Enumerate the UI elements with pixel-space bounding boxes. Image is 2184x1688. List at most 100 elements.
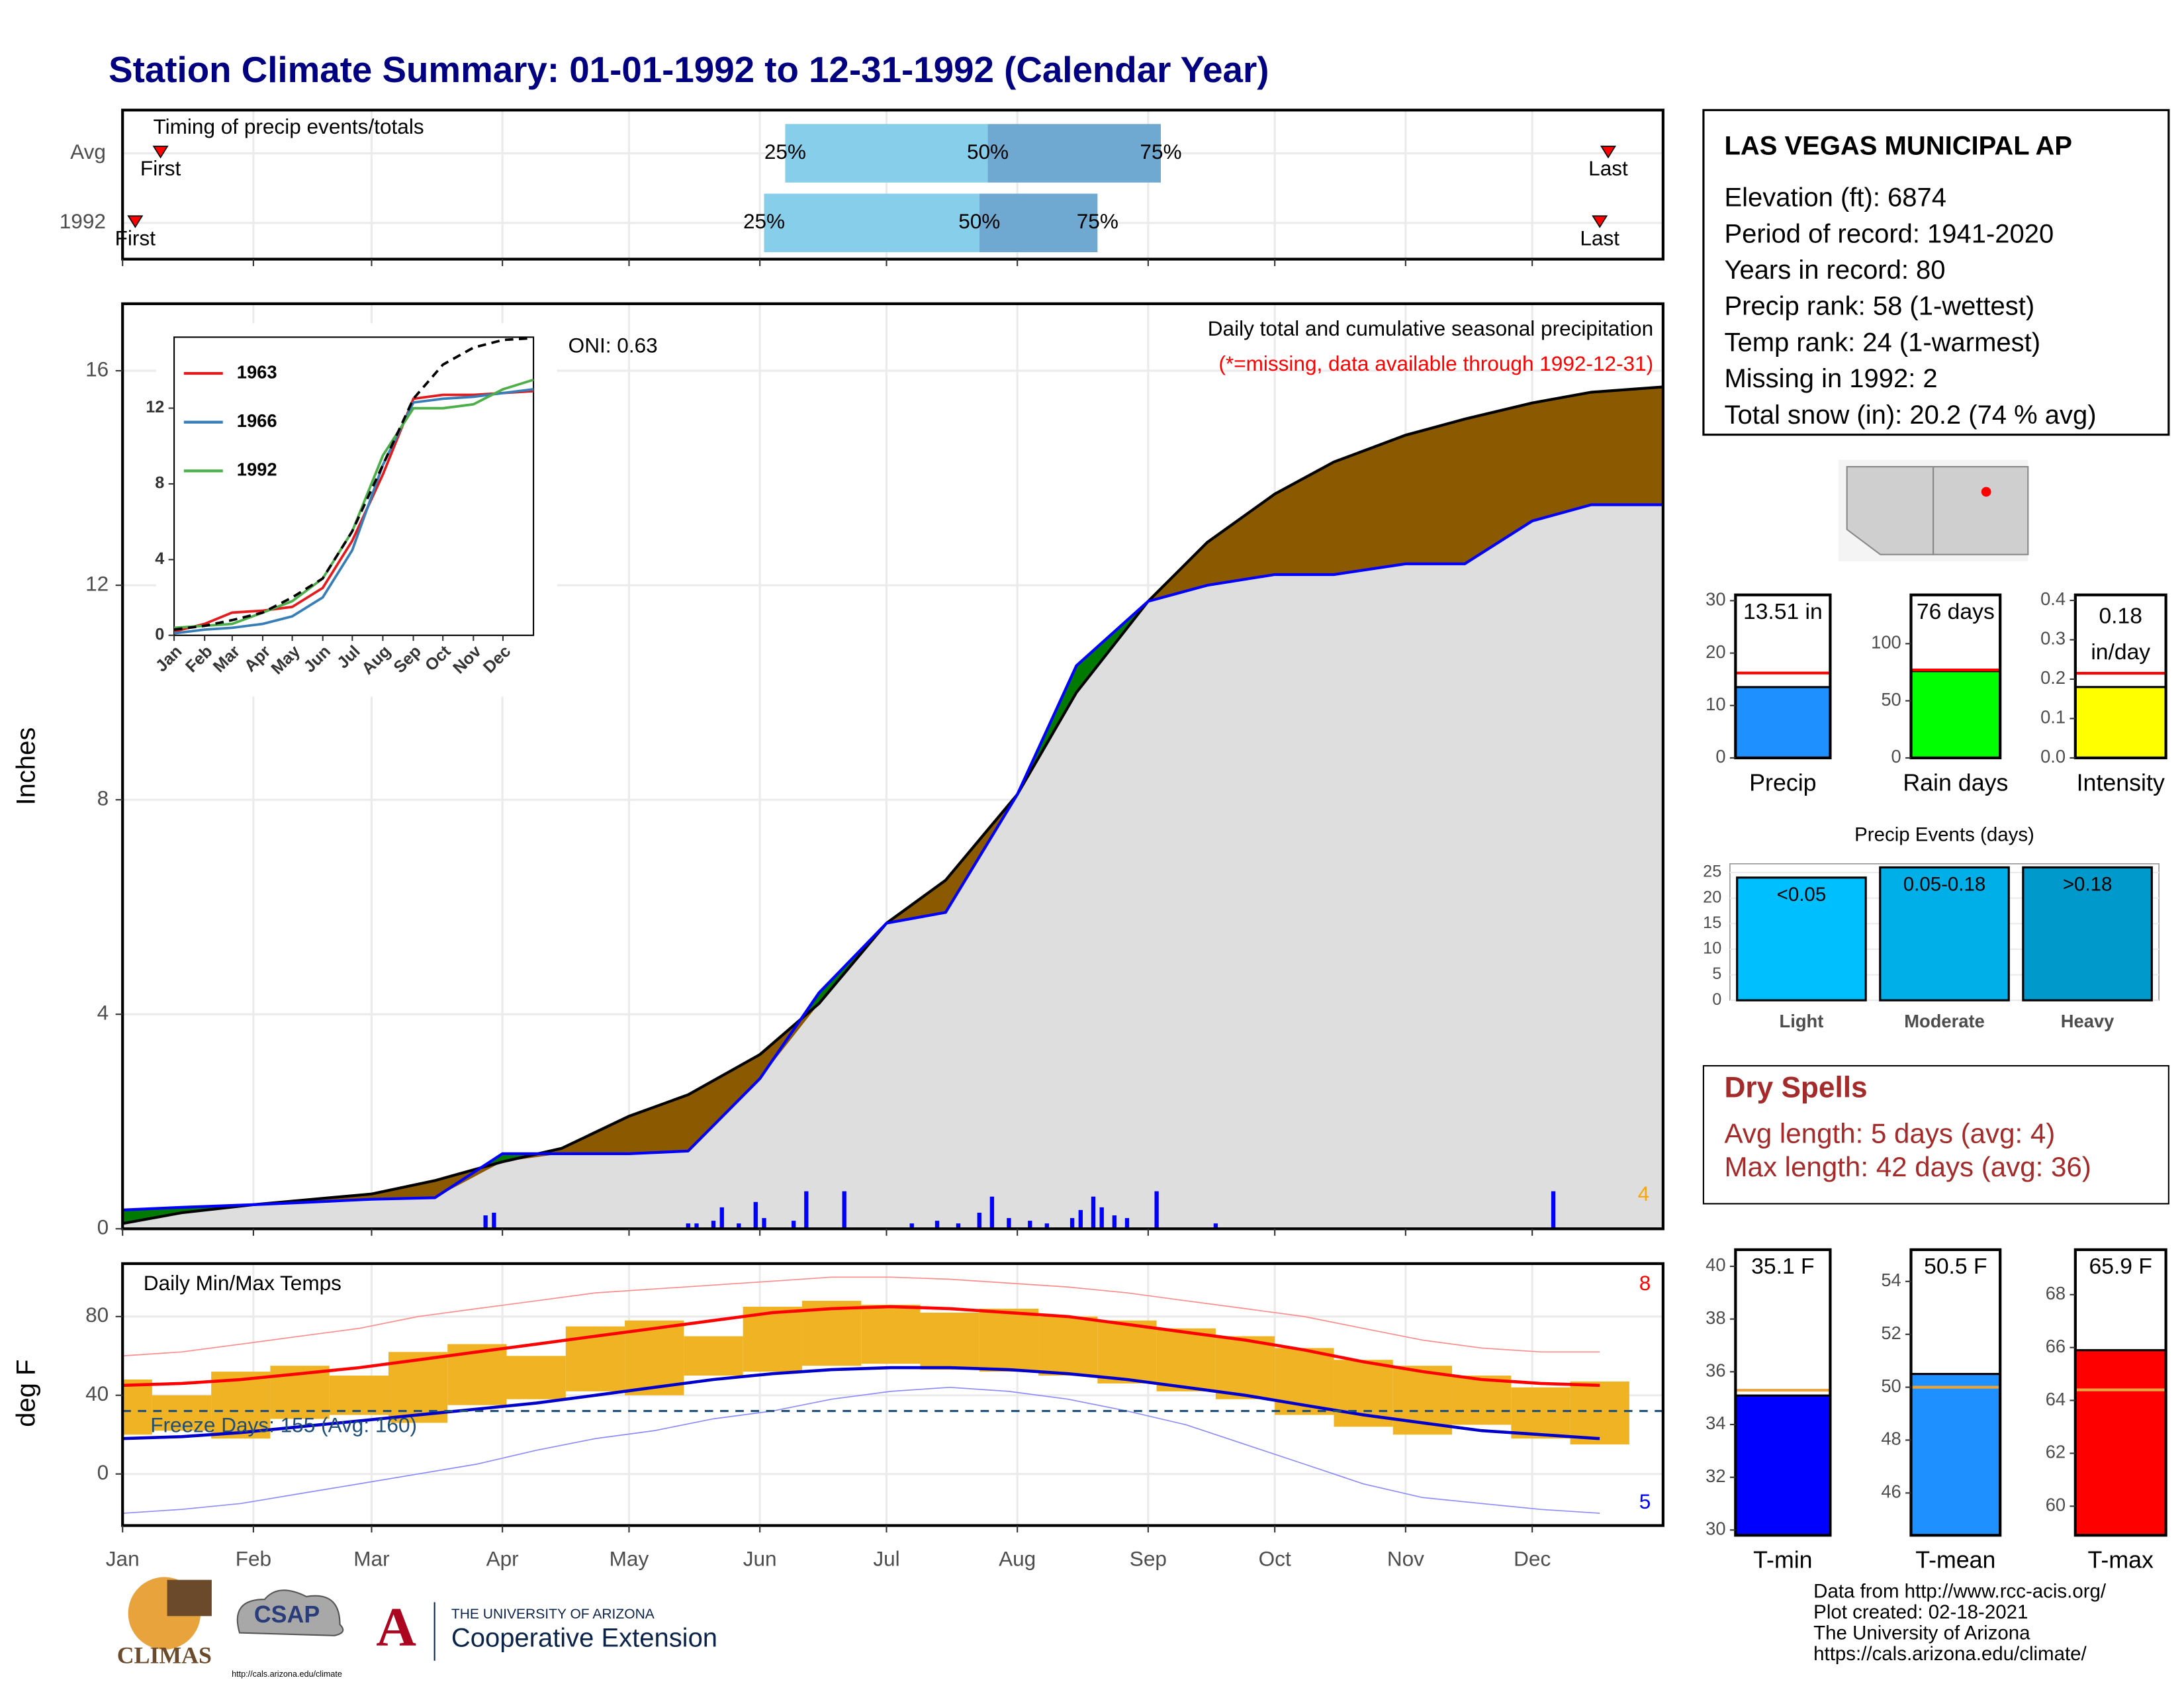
temp-range-bar: [152, 1395, 212, 1431]
y-tick-label: 0: [1715, 746, 1725, 767]
y-tick-label: 12: [85, 571, 109, 595]
timing-title: Timing of precip events/totals: [154, 115, 424, 138]
dry-spell-line: Max length: 42 days (avg: 36): [1724, 1151, 2091, 1182]
inset-line: [173, 389, 534, 633]
bar: [1909, 1373, 2001, 1536]
footer-line: The University of Arizona: [1813, 1622, 2030, 1644]
bar: [2022, 866, 2153, 1002]
daily-bar: [989, 1196, 995, 1229]
value-label: 35.1 F: [1751, 1254, 1814, 1279]
bar: [2074, 686, 2167, 759]
percentile-label: 75%: [1140, 140, 1181, 164]
x-tick-label: Heavy: [2061, 1011, 2115, 1031]
value-label: 13.51 in: [1743, 600, 1823, 624]
y-tick-label: 50: [1881, 1376, 1901, 1396]
y-tick-label: 4: [97, 1001, 109, 1025]
y-tick-label: 0: [1891, 746, 1901, 767]
y-tick-label: 0: [1712, 990, 1721, 1009]
extension-text: Cooperative Extension: [451, 1624, 717, 1653]
inset-y-tick-label: 8: [155, 474, 164, 492]
temp-range-bar: [211, 1372, 271, 1439]
x-axis-label: T-min: [1753, 1547, 1812, 1573]
overlap-area: [122, 504, 1663, 1229]
daily-bar: [934, 1221, 940, 1229]
record-low-count: 5: [1639, 1489, 1651, 1513]
y-tick-label: 5: [1712, 964, 1721, 983]
temp-range-bar: [329, 1376, 388, 1415]
daily-bar: [711, 1221, 716, 1229]
daily-bar: [737, 1223, 741, 1229]
dry-spells-box: [1702, 1064, 2169, 1205]
event-count: 4: [1638, 1182, 1650, 1205]
bin-label: >0.18: [2063, 873, 2113, 895]
x-tick-label: Apr: [486, 1547, 519, 1571]
bar: [1734, 1394, 1832, 1536]
y-tick-label: 0.4: [2040, 588, 2066, 609]
info-line: Years in record: 80: [1724, 256, 1945, 285]
timing-marker: [1592, 215, 1608, 228]
temp-range-bar: [625, 1320, 684, 1395]
normal-max-line: [122, 1305, 1600, 1387]
daily-bar: [1213, 1223, 1218, 1229]
page-title: Station Climate Summary: 01-01-1992 to 1…: [109, 49, 1269, 90]
y-axis-label: Inches: [12, 727, 41, 806]
footer-line: Plot created: 02-18-2021: [1813, 1601, 2028, 1623]
value-label: 0.18: [2099, 604, 2142, 628]
y-tick-label: 0.2: [2040, 667, 2066, 688]
oni: ONI: 0.63: [569, 333, 658, 357]
temp-range-bar: [684, 1336, 743, 1376]
bar: [1734, 686, 1832, 759]
x-tick-label: Nov: [1387, 1547, 1424, 1571]
subtitle: Daily total and cumulative seasonal prec…: [1208, 316, 1653, 340]
inset-y-tick-label: 4: [155, 549, 164, 568]
panel-border: [1734, 1248, 1832, 1537]
y-tick-label: 54: [1881, 1270, 1901, 1290]
ua-logo: A: [376, 1597, 416, 1658]
inset-y-tick-label: 12: [146, 398, 164, 416]
timing-marker-label: First: [115, 226, 156, 250]
daily-bar: [1028, 1221, 1032, 1229]
bar-title: Precip Events (days): [1854, 824, 2034, 846]
csap-url: http://cals.arizona.edu/climate: [232, 1669, 342, 1679]
x-tick-label: Light: [1780, 1011, 1824, 1031]
daily-bar: [483, 1215, 488, 1229]
info-line: Total snow (in): 20.2 (74 % avg): [1724, 400, 2096, 430]
legend-label: 1966: [237, 410, 277, 431]
timing-marker: [127, 215, 144, 228]
y-tick-label: 66: [2046, 1336, 2066, 1356]
climas-text: CLIMAS: [117, 1642, 212, 1669]
info-line: Temp rank: 24 (1-warmest): [1724, 328, 2040, 357]
y-tick-label: 60: [2046, 1495, 2066, 1515]
daily-bar: [1069, 1218, 1075, 1229]
y-tick-label: 36: [1706, 1360, 1725, 1381]
y-tick-label: 100: [1871, 632, 1901, 653]
percentile-label: 25%: [743, 209, 785, 233]
y-tick-label: 10: [1706, 694, 1725, 714]
info-line: Missing in 1992: 2: [1724, 364, 1937, 393]
normal-min-line: [122, 1366, 1600, 1440]
y-tick-label: 16: [85, 357, 109, 381]
record-max-line: [122, 1276, 1600, 1357]
temp-range-bar: [979, 1308, 1039, 1372]
row-label: Avg: [70, 140, 106, 164]
temp-range-bar: [1038, 1316, 1098, 1376]
value-label: 76 days: [1917, 600, 1995, 624]
y-tick-label: 0: [97, 1460, 109, 1484]
bar: [1909, 670, 2001, 759]
percentile-label: 50%: [958, 209, 1000, 233]
info-line: Precip rank: 58 (1-wettest): [1724, 292, 2034, 321]
inset-line: [173, 388, 534, 635]
university-text: THE UNIVERSITY OF ARIZONA: [451, 1607, 655, 1622]
inset-plot: [173, 336, 535, 636]
y-tick-label: 32: [1706, 1466, 1725, 1486]
bin-label: <0.05: [1777, 884, 1827, 906]
daily-bar: [753, 1201, 758, 1229]
x-axis-label: Precip: [1749, 769, 1816, 796]
y-tick-label: 46: [1881, 1481, 1901, 1502]
dry-spell-line: Avg length: 5 days (avg: 4): [1724, 1117, 2055, 1149]
daily-bar: [842, 1191, 846, 1229]
x-axis-label: T-mean: [1915, 1547, 1995, 1573]
daily-bar: [492, 1212, 496, 1229]
record-high-count: 8: [1639, 1271, 1651, 1295]
